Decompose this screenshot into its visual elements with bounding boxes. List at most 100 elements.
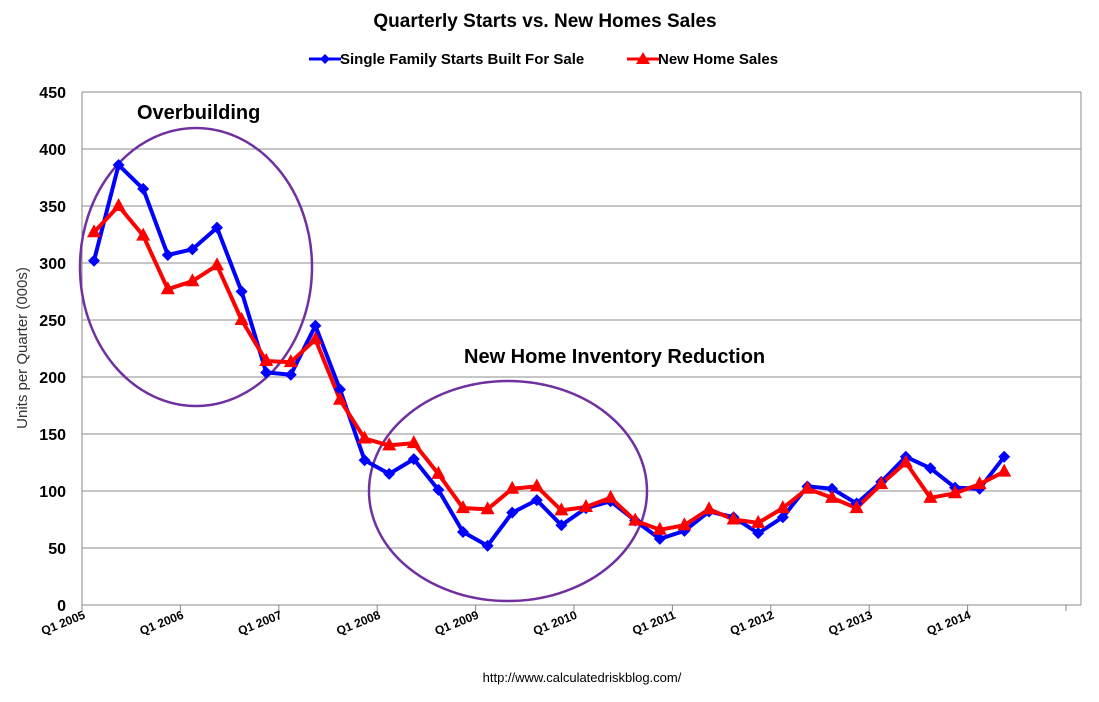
data-point-series-1 xyxy=(603,489,618,503)
data-point-series-1 xyxy=(702,501,716,515)
data-point-series-1 xyxy=(87,224,101,238)
data-point-series-0 xyxy=(284,368,297,381)
x-tick-label: Q1 2010 xyxy=(531,608,579,638)
legend-label-sales: New Home Sales xyxy=(658,51,778,68)
data-point-series-1 xyxy=(357,430,372,444)
data-point-series-0 xyxy=(407,453,420,466)
data-point-series-1 xyxy=(382,437,397,451)
series-line-1 xyxy=(92,204,1006,532)
x-tick-label: Q1 2011 xyxy=(630,608,678,638)
data-point-series-0 xyxy=(383,467,396,480)
data-point-series-0 xyxy=(112,158,125,171)
data-point-series-1 xyxy=(726,511,741,525)
data-point-series-1 xyxy=(923,489,938,503)
data-point-series-0 xyxy=(260,366,273,379)
data-point-series-1 xyxy=(210,257,224,271)
data-point-series-0 xyxy=(776,511,789,524)
legend-marker-sales xyxy=(636,52,650,64)
source-url: http://www.calculatedriskblog.com/ xyxy=(483,670,682,685)
data-point-series-1 xyxy=(283,354,298,368)
data-point-series-0 xyxy=(88,254,100,267)
data-point-series-0 xyxy=(506,506,519,519)
series-group xyxy=(87,158,1012,552)
y-tick-label: 150 xyxy=(39,427,66,444)
data-point-series-1 xyxy=(185,273,200,287)
data-point-series-1 xyxy=(898,454,913,468)
data-point-series-0 xyxy=(161,249,174,262)
data-point-series-0 xyxy=(998,450,1011,463)
data-point-series-0 xyxy=(211,221,223,234)
data-point-series-1 xyxy=(136,227,151,241)
grid xyxy=(82,91,1082,605)
data-point-series-1 xyxy=(874,476,889,490)
x-tick-label: Q1 2006 xyxy=(138,608,186,638)
data-point-series-0 xyxy=(137,182,150,195)
legend-label-starts: Single Family Starts Built For Sale xyxy=(340,51,584,68)
y-tick-label: 300 xyxy=(39,256,66,273)
data-point-series-1 xyxy=(849,500,864,514)
data-point-series-0 xyxy=(555,519,568,532)
y-tick-label: 350 xyxy=(39,199,66,216)
data-point-series-1 xyxy=(800,480,815,494)
data-point-series-1 xyxy=(579,498,593,512)
plot-area xyxy=(82,92,1081,605)
data-point-series-1 xyxy=(997,463,1012,477)
y-axis-ticks: 0 50 100 150 200 250 300 350 400 450 xyxy=(39,85,66,615)
y-tick-label: 50 xyxy=(48,541,66,558)
legend: Single Family Starts Built For Sale New … xyxy=(309,51,778,68)
y-tick-label: 200 xyxy=(39,370,66,387)
y-tick-label: 450 xyxy=(39,85,66,102)
data-point-series-1 xyxy=(406,435,421,449)
legend-marker-starts xyxy=(320,54,330,64)
data-point-series-1 xyxy=(234,312,249,325)
data-point-series-1 xyxy=(480,501,495,515)
data-point-series-1 xyxy=(259,353,274,367)
y-tick-label: 0 xyxy=(57,598,66,615)
y-tick-label: 250 xyxy=(39,313,66,330)
data-point-series-0 xyxy=(186,243,199,256)
data-point-series-0 xyxy=(432,483,445,496)
series-line-0 xyxy=(92,163,1006,548)
x-axis-ticks: Q1 2005 Q1 2006 Q1 2007 Q1 2008 Q1 2009 Q1 20… xyxy=(39,605,1067,638)
data-point-series-0 xyxy=(826,482,838,495)
overbuilding-ellipse xyxy=(78,126,314,408)
x-tick-label: Q1 2007 xyxy=(236,608,284,638)
data-point-series-1 xyxy=(775,500,790,514)
data-point-series-1 xyxy=(825,489,839,503)
data-point-series-1 xyxy=(111,198,126,211)
x-tick-label: Q1 2009 xyxy=(433,608,481,638)
data-point-series-0 xyxy=(752,527,765,540)
data-point-series-1 xyxy=(529,478,544,492)
data-point-series-0 xyxy=(334,383,346,396)
x-tick-label: Q1 2012 xyxy=(728,608,776,638)
data-point-series-0 xyxy=(457,526,469,539)
chart-title: Quarterly Starts vs. New Homes Sales xyxy=(373,11,716,32)
data-point-series-0 xyxy=(481,539,494,552)
data-point-series-1 xyxy=(554,502,569,516)
data-point-series-1 xyxy=(160,281,175,295)
data-point-series-1 xyxy=(652,521,667,535)
inventory-reduction-ellipse xyxy=(367,379,649,603)
y-axis-label: Units per Quarter (000s) xyxy=(14,267,31,429)
data-point-series-0 xyxy=(235,285,248,298)
x-tick-label: Q1 2008 xyxy=(334,608,382,638)
annotation-inventory-reduction: New Home Inventory Reduction xyxy=(464,346,765,368)
x-tick-label: Q1 2014 xyxy=(925,608,973,638)
y-tick-label: 100 xyxy=(39,484,66,501)
y-tick-label: 400 xyxy=(39,142,66,159)
data-point-series-1 xyxy=(948,485,962,499)
data-point-series-0 xyxy=(358,454,371,467)
data-point-series-0 xyxy=(530,494,543,507)
data-point-series-0 xyxy=(309,319,322,332)
x-tick-label: Q1 2013 xyxy=(826,608,874,638)
data-point-series-1 xyxy=(677,517,692,531)
data-point-series-1 xyxy=(456,500,470,514)
data-point-series-0 xyxy=(653,532,666,545)
data-point-series-0 xyxy=(924,462,937,475)
data-point-series-1 xyxy=(333,391,347,405)
annotation-overbuilding: Overbuilding xyxy=(137,102,260,124)
data-point-series-1 xyxy=(431,465,446,479)
data-point-series-1 xyxy=(505,480,520,494)
data-point-series-1 xyxy=(751,514,766,528)
